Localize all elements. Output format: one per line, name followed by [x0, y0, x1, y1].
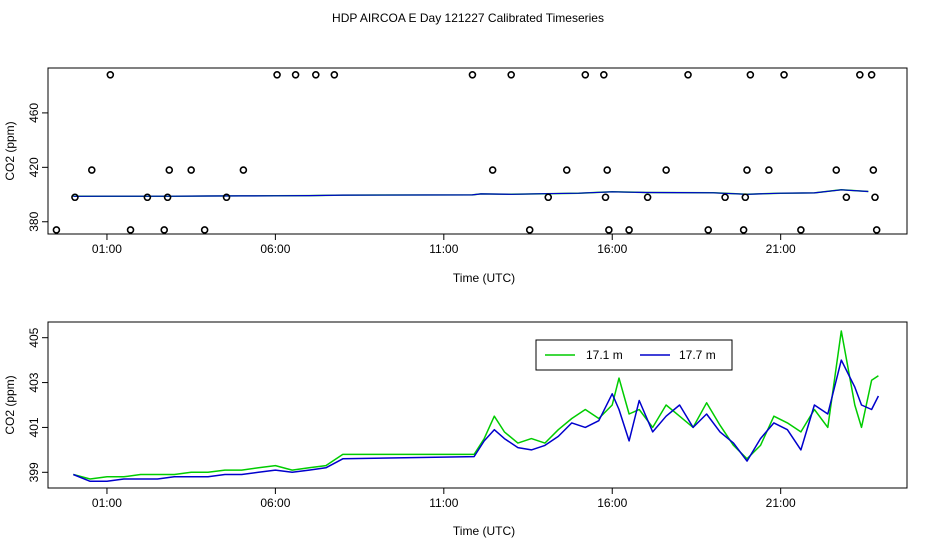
marker-point: [165, 166, 174, 174]
marker-point: [721, 193, 729, 202]
marker-point: [488, 166, 497, 174]
marker-point: [544, 193, 553, 202]
x-tick-label: 06:00: [260, 496, 290, 510]
marker-point: [601, 193, 610, 202]
marker-point: [625, 226, 633, 234]
marker-point: [330, 71, 339, 79]
marker-point: [741, 193, 750, 202]
marker-point: [273, 71, 281, 79]
y-tick-label: 420: [27, 157, 41, 177]
marker-point: [704, 226, 713, 234]
marker-point: [163, 193, 172, 202]
marker-point: [222, 193, 231, 202]
marker-point: [291, 71, 300, 79]
marker-point: [797, 226, 805, 234]
marker-point: [126, 226, 135, 234]
marker-point: [312, 71, 320, 79]
x-tick-label: 01:00: [92, 496, 122, 510]
marker-point: [468, 71, 477, 79]
y-axis-top: 380 420 460: [27, 103, 48, 232]
marker-point: [643, 193, 652, 202]
x-tick-label: 21:00: [766, 496, 796, 510]
y-axis-label-bottom: CO2 (ppm): [3, 375, 17, 434]
series-line-17-7m: [73, 359, 880, 483]
series-line-top-blue: [73, 189, 869, 197]
marker-point: [525, 226, 534, 234]
marker-point: [160, 226, 169, 234]
y-tick-label: 460: [27, 103, 41, 123]
y-axis-label-top: CO2 (ppm): [3, 121, 17, 180]
marker-point: [603, 166, 611, 174]
markers-top: [52, 71, 881, 234]
x-tick-label: 11:00: [429, 242, 458, 256]
marker-point: [871, 193, 879, 202]
plot-frame-top: [47, 67, 908, 235]
marker-point: [239, 166, 248, 174]
legend-label-17-1m: 17.1 m: [586, 348, 623, 362]
marker-point: [867, 71, 876, 79]
x-axis-label-top: Time (UTC): [453, 271, 515, 285]
marker-point: [143, 193, 152, 202]
marker-point: [739, 226, 748, 234]
marker-point: [684, 71, 692, 79]
panel-top: 01:00 06:00 11:00 16:00 21:00 380 420 460 Time…: [3, 67, 908, 285]
x-tick-label: 06:00: [260, 242, 290, 256]
series-bottom-lines: [73, 330, 880, 483]
x-tick-label: 16:00: [597, 242, 627, 256]
x-axis-label-bottom: Time (UTC): [453, 524, 515, 538]
plot-frame-bottom: [47, 321, 908, 489]
marker-point: [562, 166, 571, 174]
marker-point: [780, 71, 788, 79]
marker-point: [743, 166, 751, 174]
marker-point: [842, 193, 851, 202]
x-tick-label: 16:00: [597, 496, 627, 510]
legend: 17.1 m 17.7 m: [535, 339, 733, 371]
panel-bottom: 01:00 06:00 11:00 16:00 21:00 399 401 403 405 T…: [3, 321, 908, 538]
marker-point: [187, 166, 195, 174]
series-top-line: [73, 189, 869, 198]
legend-label-17-7m: 17.7 m: [679, 348, 716, 362]
marker-point: [200, 226, 209, 234]
x-tick-label: 01:00: [92, 242, 122, 256]
y-tick-label: 403: [27, 372, 41, 392]
x-tick-label: 11:00: [429, 496, 458, 510]
x-tick-label: 21:00: [766, 242, 796, 256]
marker-point: [52, 226, 61, 234]
series-line-17-1m: [73, 330, 879, 480]
marker-point: [856, 71, 864, 79]
marker-point: [507, 71, 515, 79]
x-axis-bottom: 01:00 06:00 11:00 16:00 21:00: [92, 488, 796, 510]
marker-point: [832, 166, 841, 174]
marker-point: [71, 193, 79, 202]
marker-point: [581, 71, 590, 79]
marker-point: [662, 166, 670, 174]
marker-point: [869, 166, 878, 174]
y-tick-label: 380: [27, 211, 41, 231]
legend-box: [535, 339, 733, 371]
marker-point: [765, 166, 773, 174]
marker-point: [746, 71, 755, 79]
marker-point: [106, 71, 115, 79]
chart-title: HDP AIRCOA E Day 121227 Calibrated Times…: [332, 11, 604, 25]
y-tick-label: 399: [27, 462, 41, 482]
marker-point: [600, 71, 608, 79]
marker-point: [605, 226, 613, 234]
y-axis-bottom: 399 401 403 405: [27, 327, 48, 482]
y-tick-label: 405: [27, 327, 41, 347]
marker-point: [872, 226, 881, 234]
y-tick-label: 401: [27, 417, 41, 437]
x-axis-top: 01:00 06:00 11:00 16:00 21:00: [92, 234, 796, 256]
marker-point: [87, 166, 96, 174]
